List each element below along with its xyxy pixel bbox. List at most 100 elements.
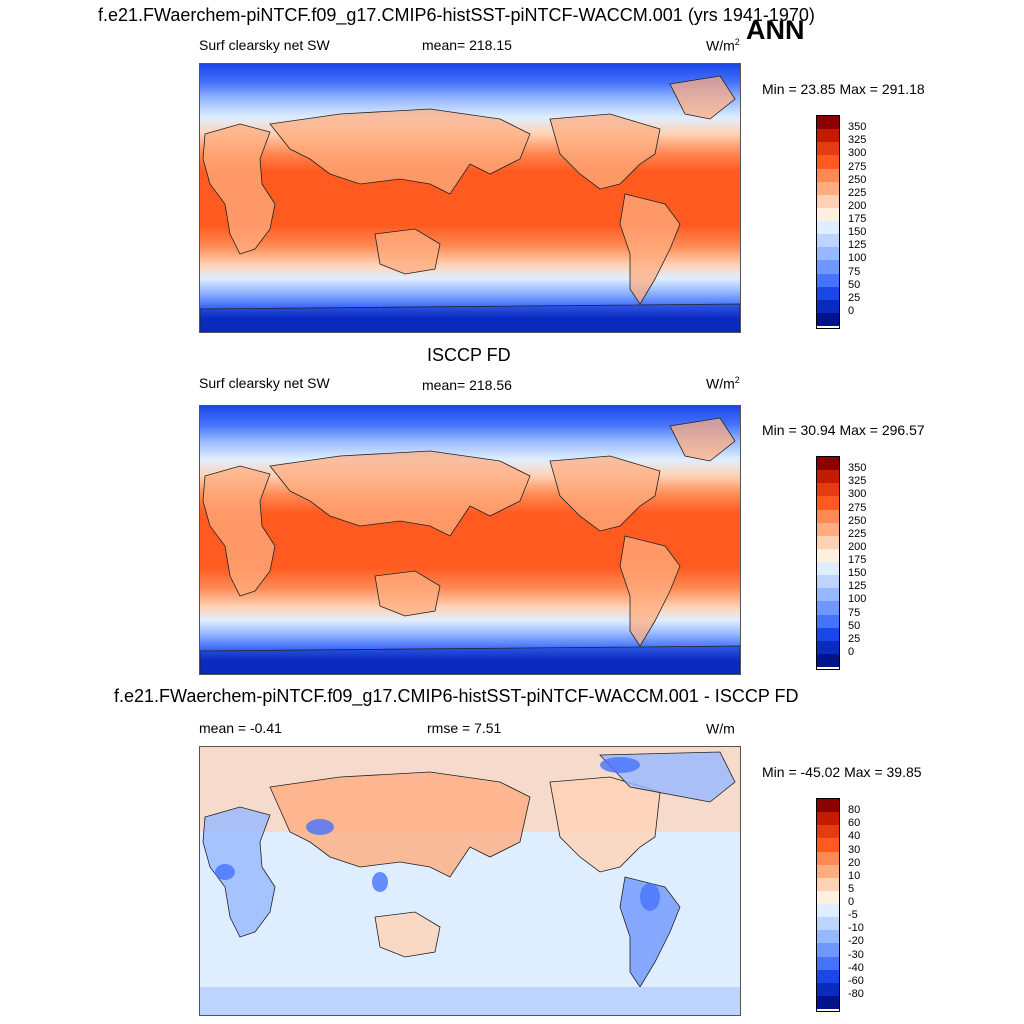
panel1-mean-label: mean= 218.15 (422, 37, 512, 53)
colorbar-swatch (817, 838, 839, 852)
colorbar-swatch (817, 548, 839, 562)
colorbar-swatch (817, 627, 839, 641)
colorbar-tick-label: 225 (848, 527, 867, 540)
colorbar-swatch (817, 207, 839, 221)
panel3-map (199, 746, 741, 1016)
colorbar-tick-label: 30 (848, 843, 861, 856)
colorbar-tick-label: -10 (848, 922, 864, 935)
colorbar-swatch (817, 614, 839, 628)
colorbar-tick-label: 325 (848, 475, 867, 488)
colorbar-tick-label: 75 (848, 265, 861, 278)
colorbar-swatch (817, 588, 839, 602)
panel2-colorbar (816, 456, 840, 670)
colorbar-tick-label: 150 (848, 567, 867, 580)
colorbar-swatch (817, 864, 839, 878)
colorbar-tick-label: 25 (848, 291, 861, 304)
colorbar-tick-label: 40 (848, 830, 861, 843)
panel2-mean-label: mean= 218.56 (422, 377, 512, 393)
panel3-title: f.e21.FWaerchem-piNTCF.f09_g17.CMIP6-his… (114, 686, 799, 706)
colorbar-swatch (817, 470, 839, 484)
colorbar-tick-label: 0 (848, 645, 855, 658)
colorbar-swatch (817, 312, 839, 326)
panel3-colorbar (816, 798, 840, 1012)
colorbar-swatch (817, 562, 839, 576)
panel3-minmax: Min = -45.02 Max = 39.85 (762, 764, 922, 780)
colorbar-swatch (817, 260, 839, 274)
colorbar-tick-label: 0 (848, 304, 855, 317)
panel3-rmse-label: rmse = 7.51 (427, 720, 502, 736)
season-label: ANN (746, 15, 805, 45)
colorbar-tick-label: -80 (848, 987, 864, 1000)
panel2-units: W/m2 (706, 375, 740, 392)
colorbar-tick-label: 60 (848, 817, 861, 830)
panel1-variable-label: Surf clearsky net SW (199, 37, 330, 53)
colorbar-swatch (817, 273, 839, 287)
colorbar-swatch (817, 299, 839, 313)
colorbar-tick-label: 350 (848, 121, 867, 134)
colorbar-tick-label: 0 (848, 896, 855, 908)
colorbar-tick-label: 175 (848, 554, 867, 566)
colorbar-swatch (817, 956, 839, 970)
colorbar-swatch (817, 116, 839, 130)
colorbar-swatch (817, 457, 839, 471)
colorbar-swatch (817, 969, 839, 983)
panel2-title: ISCCP FD (427, 345, 511, 365)
colorbar-tick-label: 200 (848, 540, 867, 553)
panel2-map (199, 405, 741, 675)
colorbar-swatch (817, 825, 839, 839)
colorbar-tick-label: 100 (848, 252, 867, 265)
colorbar-tick-label: 175 (848, 213, 867, 225)
colorbar-tick-label: 50 (848, 278, 861, 291)
colorbar-swatch (817, 168, 839, 182)
colorbar-swatch (817, 155, 839, 169)
colorbar-swatch (817, 943, 839, 957)
colorbar-swatch (817, 129, 839, 143)
colorbar-swatch (817, 221, 839, 235)
panel3-units: W/m (706, 720, 735, 737)
panel2-variable-label: Surf clearsky net SW (199, 375, 330, 391)
figure-title: f.e21.FWaerchem-piNTCF.f09_g17.CMIP6-his… (98, 5, 815, 25)
panel1-units: W/m2 (706, 37, 740, 54)
panel1-minmax: Min = 23.85 Max = 291.18 (762, 81, 925, 97)
colorbar-tick-label: 300 (848, 488, 867, 501)
colorbar-tick-label: 250 (848, 173, 867, 186)
panel1-colorbar (816, 115, 840, 329)
colorbar-tick-label: 25 (848, 632, 861, 645)
panel2-minmax: Min = 30.94 Max = 296.57 (762, 422, 925, 438)
panel3-map-svg (200, 747, 740, 1015)
colorbar-tick-label: 325 (848, 134, 867, 147)
colorbar-swatch (817, 535, 839, 549)
colorbar-swatch (817, 247, 839, 261)
panel1-continents (200, 75, 740, 332)
colorbar-tick-label: 10 (848, 869, 861, 882)
colorbar-swatch (817, 601, 839, 615)
colorbar-swatch (817, 930, 839, 944)
colorbar-swatch (817, 640, 839, 654)
colorbar-swatch (817, 877, 839, 891)
colorbar-tick-label: 300 (848, 147, 867, 160)
colorbar-tick-label: 100 (848, 593, 867, 606)
colorbar-swatch (817, 799, 839, 813)
colorbar-swatch (817, 142, 839, 156)
colorbar-tick-label: 5 (848, 882, 855, 895)
colorbar-swatch (817, 904, 839, 918)
colorbar-swatch (817, 181, 839, 195)
colorbar-swatch (817, 653, 839, 667)
colorbar-tick-label: 200 (848, 199, 867, 212)
colorbar-swatch (817, 917, 839, 931)
colorbar-swatch (817, 812, 839, 826)
colorbar-swatch (817, 496, 839, 510)
colorbar-swatch (817, 575, 839, 589)
colorbar-swatch (817, 851, 839, 865)
colorbar-tick-label: 275 (848, 160, 867, 173)
panel2-map-svg (200, 406, 740, 674)
colorbar-tick-label: 125 (848, 239, 867, 252)
colorbar-swatch (817, 286, 839, 300)
colorbar-swatch (817, 483, 839, 497)
colorbar-swatch (817, 982, 839, 996)
colorbar-swatch (817, 234, 839, 248)
colorbar-swatch (817, 509, 839, 523)
colorbar-swatch (817, 522, 839, 536)
colorbar-swatch (817, 890, 839, 904)
colorbar-tick-label: -5 (848, 909, 858, 922)
